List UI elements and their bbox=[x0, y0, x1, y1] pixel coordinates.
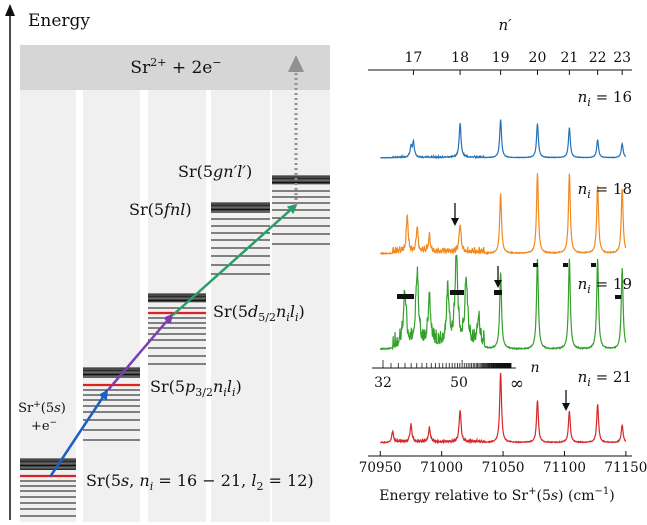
marker-bar bbox=[494, 290, 502, 295]
excitation-arrow-2 bbox=[107, 313, 174, 391]
state-label-5g: Sr(5gn′l′) bbox=[178, 162, 252, 181]
bottom-axis-tick-label: 71150 bbox=[604, 460, 647, 476]
top-axis-tick-label: 18 bbox=[451, 50, 469, 66]
column-5g bbox=[272, 90, 330, 522]
spectra-traces bbox=[379, 119, 627, 445]
top-axis-tick-label: 21 bbox=[560, 50, 578, 66]
energy-axis-label: Energy bbox=[28, 11, 90, 31]
marker-bar bbox=[450, 290, 464, 295]
energy-axis-arrowhead bbox=[5, 4, 15, 16]
bottom-axis-tick-label: 70950 bbox=[359, 460, 402, 476]
top-axis-ticks: 17 18 19 20 21 22 23 bbox=[405, 50, 631, 75]
column-5d bbox=[148, 90, 206, 522]
state-label-5p: Sr(5p3/2nili) bbox=[150, 377, 242, 399]
energy-level-diagram: Energy Sr2+ + 2e− Sr+(5s) +e− Sr(5s, ni … bbox=[5, 4, 330, 522]
marker-bar bbox=[533, 263, 538, 267]
marker-bar bbox=[591, 263, 596, 267]
continuum-band bbox=[20, 45, 330, 90]
spectrum-trace bbox=[380, 372, 627, 445]
down-arrow-icon bbox=[451, 203, 459, 226]
spectrum-trace bbox=[379, 254, 627, 351]
bottom-axis-tick-label: 71050 bbox=[482, 460, 525, 476]
state-label-5s: Sr(5s, ni = 16 − 21, l2 = 12) bbox=[86, 471, 314, 493]
marker-bar bbox=[563, 263, 568, 267]
continuum-label: Sr2+ + 2e− bbox=[130, 56, 221, 78]
panel-labels: ni = 16 ni = 18 ni = 19 ni = 21 bbox=[578, 88, 632, 389]
state-label-5f: Sr(5fnl) bbox=[129, 200, 192, 219]
marker-bar bbox=[615, 295, 621, 299]
top-axis-tick-label: 20 bbox=[529, 50, 547, 66]
spectrum-trace bbox=[380, 119, 626, 160]
core-label-line1: Sr+(5s) bbox=[18, 400, 66, 416]
n-scale-label: n bbox=[530, 360, 539, 376]
spectrum-trace bbox=[379, 173, 627, 256]
panel-label: ni = 21 bbox=[578, 368, 632, 389]
ionization-arrowhead bbox=[288, 55, 304, 72]
bottom-axis-ticks: 70950 71000 71050 71100 71150 bbox=[359, 451, 647, 476]
top-axis-tick-label: 23 bbox=[613, 50, 631, 66]
top-axis-tick-label: 22 bbox=[589, 50, 607, 66]
column-5s bbox=[20, 90, 76, 522]
n-scale-tick-label: 50 bbox=[450, 375, 468, 391]
top-axis-tick-label: 17 bbox=[405, 50, 423, 66]
state-label-5d: Sr(5d5/2nili) bbox=[213, 302, 305, 324]
excitation-arrow-3 bbox=[172, 203, 298, 316]
top-axis-label: n′ bbox=[498, 16, 512, 34]
column-5f bbox=[211, 90, 270, 522]
n-scale-tick-label: 32 bbox=[374, 375, 392, 391]
marker-bar bbox=[397, 294, 414, 299]
down-arrow-icon bbox=[562, 390, 570, 411]
excitation-arrow-1 bbox=[48, 389, 109, 478]
panel-label: ni = 16 bbox=[578, 88, 632, 109]
column-5p bbox=[83, 90, 140, 522]
core-label-line2: +e− bbox=[31, 418, 57, 434]
down-arrow-icon bbox=[494, 266, 502, 288]
n-scale bbox=[372, 360, 516, 369]
bottom-axis-tick-label: 71100 bbox=[543, 460, 586, 476]
top-axis-tick-label: 19 bbox=[492, 50, 510, 66]
bottom-axis-tick-label: 71000 bbox=[420, 460, 463, 476]
panel-label: ni = 19 bbox=[578, 275, 632, 296]
bottom-axis-label: Energy relative to Sr+(5s) (cm−1) bbox=[379, 486, 615, 504]
n-scale-tick-label: ∞ bbox=[510, 374, 524, 394]
panel-label: ni = 18 bbox=[578, 180, 632, 201]
